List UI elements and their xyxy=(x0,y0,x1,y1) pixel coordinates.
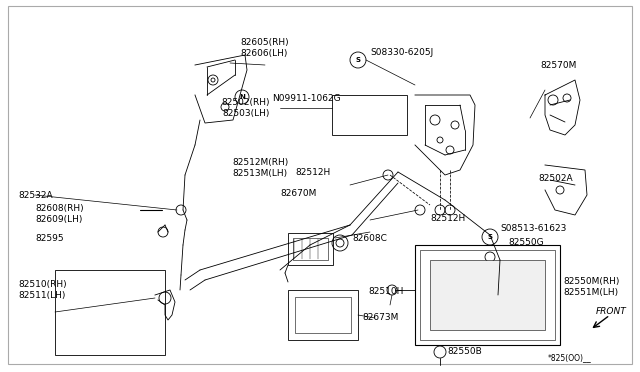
Text: 82512M(RH)
82513M(LH): 82512M(RH) 82513M(LH) xyxy=(232,158,288,178)
Bar xyxy=(430,260,545,330)
Text: 82605(RH)
82606(LH): 82605(RH) 82606(LH) xyxy=(240,38,289,58)
Text: 82532A: 82532A xyxy=(18,190,52,199)
Bar xyxy=(420,250,555,340)
Text: 82512H: 82512H xyxy=(430,214,465,222)
Text: 82608(RH)
82609(LH): 82608(RH) 82609(LH) xyxy=(35,204,84,224)
Text: 82550B: 82550B xyxy=(447,347,482,356)
Text: 82512H: 82512H xyxy=(295,167,330,176)
Text: 82510(RH)
82511(LH): 82510(RH) 82511(LH) xyxy=(18,280,67,300)
Text: 82595: 82595 xyxy=(35,234,63,243)
Text: *825(OO)__: *825(OO)__ xyxy=(548,353,592,362)
Bar xyxy=(415,245,560,345)
Text: N: N xyxy=(239,94,245,100)
Bar xyxy=(295,297,351,333)
Text: S08330-6205J: S08330-6205J xyxy=(370,48,433,57)
Text: 82550G: 82550G xyxy=(508,237,543,247)
Text: N09911-1062G: N09911-1062G xyxy=(272,93,340,103)
Text: 82502A: 82502A xyxy=(538,173,573,183)
Text: 82510H: 82510H xyxy=(368,288,403,296)
Text: 82673M: 82673M xyxy=(362,314,398,323)
Bar xyxy=(55,270,165,355)
Bar xyxy=(332,95,407,135)
Bar xyxy=(288,233,333,265)
Text: 82550M(RH)
82551M(LH): 82550M(RH) 82551M(LH) xyxy=(563,277,620,297)
Text: 82608C: 82608C xyxy=(352,234,387,243)
Text: S: S xyxy=(355,57,360,63)
Text: 82502(RH)
82503(LH): 82502(RH) 82503(LH) xyxy=(221,98,270,118)
Text: FRONT: FRONT xyxy=(596,308,627,317)
Text: 82570M: 82570M xyxy=(540,61,577,70)
Text: S: S xyxy=(488,234,493,240)
Text: 82670M: 82670M xyxy=(280,189,316,198)
Bar xyxy=(293,238,328,260)
Bar xyxy=(288,290,358,340)
Text: S08513-61623: S08513-61623 xyxy=(500,224,566,232)
